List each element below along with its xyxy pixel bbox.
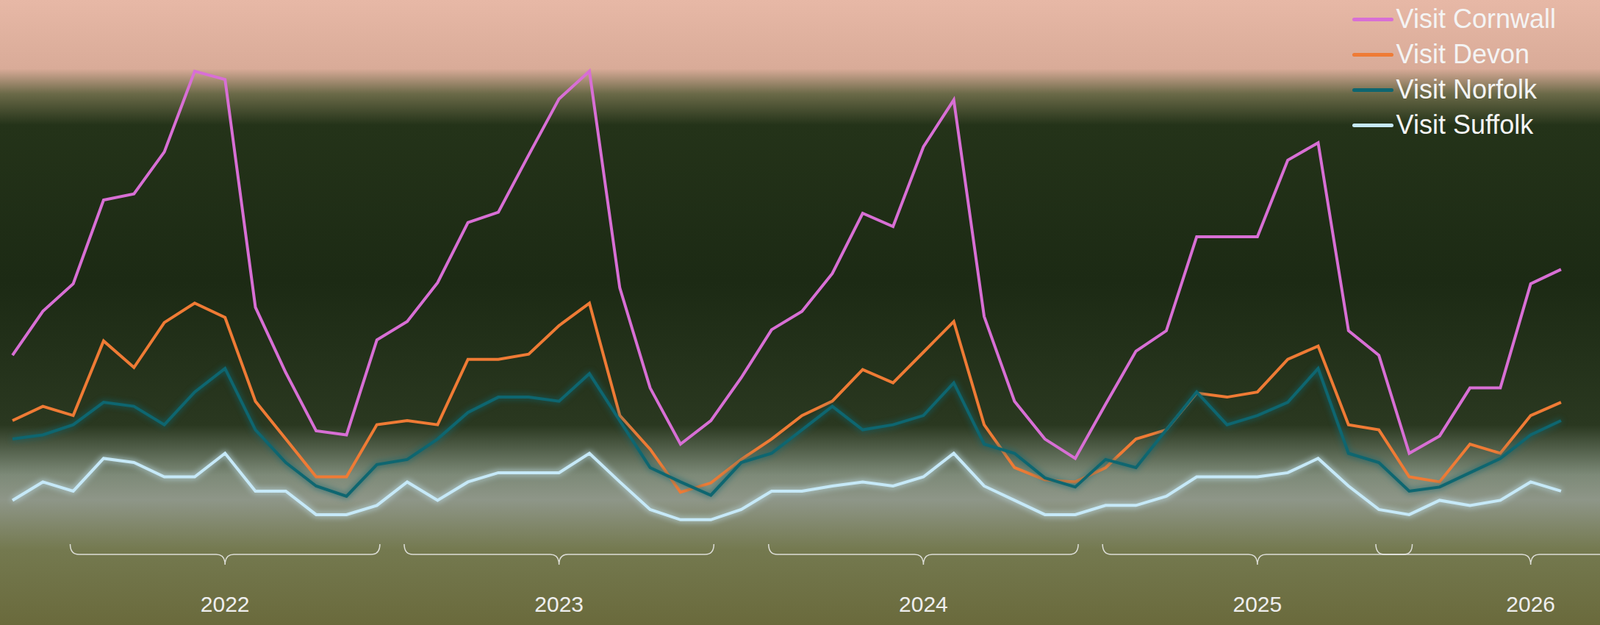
html-text:Visit Devon: Visit Devon	[1396, 38, 1530, 70]
svg-text:2024: 2024	[898, 591, 949, 616]
html-text:Visit Cornwall: Visit Cornwall	[1396, 3, 1556, 34]
svg-text:2023: 2023	[534, 591, 584, 616]
html-text:Visit Suffolk: Visit Suffolk	[1396, 109, 1534, 140]
svg-text:2022: 2022	[200, 591, 250, 616]
svg-text:2026: 2026	[1505, 591, 1556, 616]
html-text:Visit Norfolk: Visit Norfolk	[1396, 74, 1537, 105]
svg-text:2025: 2025	[1232, 591, 1282, 616]
